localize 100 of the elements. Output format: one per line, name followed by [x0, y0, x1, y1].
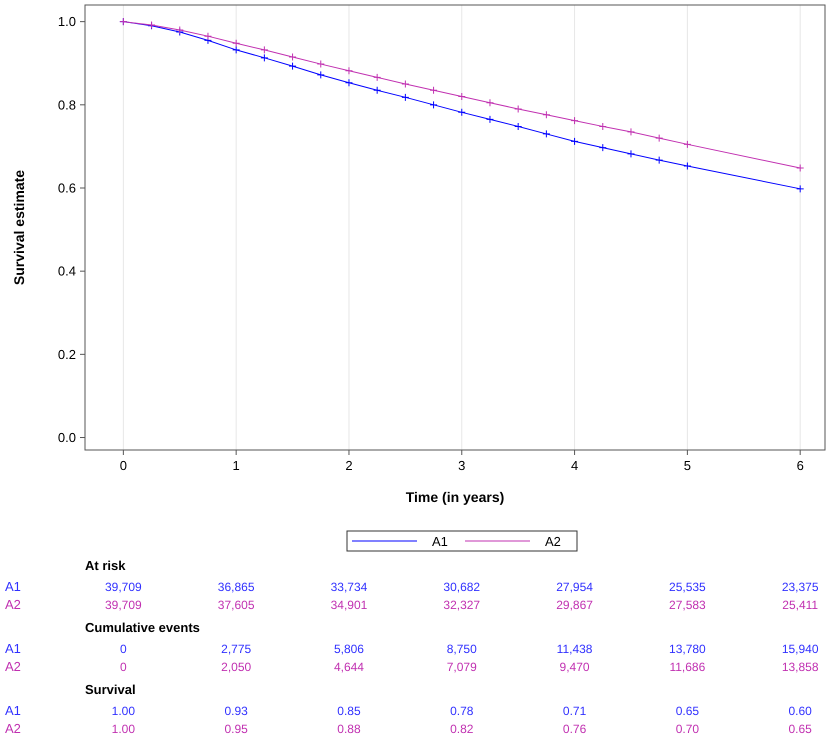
data-label: 36,865 [218, 580, 255, 594]
point [542, 110, 550, 119]
point [626, 150, 635, 158]
point [401, 80, 410, 88]
data-label: 13,858 [782, 660, 819, 674]
point [176, 26, 184, 34]
y-tick-label: A2 [5, 659, 21, 674]
point [316, 60, 325, 68]
data-label: 9,470 [560, 660, 590, 674]
data-label: 15,940 [782, 642, 819, 656]
data-label: 0.60 [788, 704, 812, 718]
point [570, 116, 579, 125]
y-tick-label: 1.0 [58, 14, 76, 30]
data-label: 27,583 [669, 598, 706, 612]
point [486, 98, 494, 107]
data-label: 23,375 [782, 580, 819, 594]
y-tick-label: 0.0 [58, 430, 76, 446]
point [232, 39, 240, 48]
chart-title: Cumulative events [85, 620, 200, 635]
point [626, 128, 635, 136]
point [655, 156, 664, 164]
x-tick-label: 1 [232, 458, 240, 473]
data-label: 7,079 [446, 660, 478, 674]
point [796, 184, 804, 193]
data-label: 39,709 [105, 598, 142, 612]
point [344, 78, 353, 87]
x-axis-title: Time (in years) [406, 489, 504, 505]
y-tick-label: 0.8 [58, 97, 76, 112]
data-label: 0 [120, 660, 128, 674]
data-label: 0.88 [337, 722, 361, 736]
point [373, 86, 382, 94]
point [430, 86, 438, 94]
data-label: 0.71 [562, 704, 587, 718]
data-label: 1.00 [112, 722, 136, 736]
data-label: 34,901 [330, 598, 368, 612]
y-tick-label: A1 [5, 703, 21, 718]
data-label: 4,644 [334, 660, 364, 674]
data-label: 0 [120, 642, 128, 656]
point [486, 115, 494, 124]
data-label: 25,411 [782, 598, 818, 612]
point [458, 92, 466, 100]
data-label: 29,867 [556, 598, 594, 612]
chart-title: Survival [85, 682, 136, 697]
data-label: 0.65 [676, 704, 700, 718]
point [598, 122, 607, 130]
point [542, 130, 550, 138]
data-label: 0.65 [788, 722, 812, 736]
x-tick-label: 3 [458, 458, 466, 473]
x-tick-label: 4 [570, 458, 578, 473]
legend-label: A2 [545, 534, 561, 549]
data-label: 11,438 [556, 642, 593, 656]
x-tick-label: 6 [796, 458, 804, 473]
point [683, 140, 692, 148]
data-label: 33,734 [330, 580, 368, 594]
y-tick-label: 0.4 [58, 264, 76, 279]
y-tick-label: A2 [5, 597, 21, 612]
point [288, 62, 297, 70]
y-tick-label: 0.2 [58, 346, 76, 362]
y-tick-label: 0.6 [58, 180, 76, 196]
point [260, 46, 268, 54]
y-tick-label: A2 [5, 721, 21, 736]
y-axis-title: Survival estimate [11, 170, 27, 286]
point [373, 73, 382, 82]
data-label: 0.93 [224, 704, 248, 718]
point [683, 162, 692, 170]
point [316, 70, 325, 79]
data-label: 8,750 [446, 642, 478, 656]
point [514, 104, 522, 113]
data-label: 1.00 [112, 704, 136, 718]
data-label: 5,806 [334, 642, 364, 656]
data-label: 0.76 [562, 722, 587, 736]
point [796, 164, 804, 172]
point [344, 66, 353, 75]
data-label: 0.82 [450, 722, 474, 736]
y-tick-label: A1 [5, 579, 21, 594]
data-label: 0.78 [450, 704, 474, 718]
data-label: 0.85 [337, 704, 361, 718]
point [232, 46, 240, 54]
chart-title: At risk [85, 558, 126, 573]
point [655, 134, 664, 142]
data-label: 0.70 [676, 722, 700, 736]
point [260, 54, 268, 62]
data-label: 11,686 [669, 660, 706, 674]
point [458, 108, 466, 116]
point [288, 52, 297, 61]
data-label: 37,605 [218, 598, 255, 612]
data-label: 27,954 [556, 580, 594, 594]
data-label: 2,050 [221, 660, 252, 674]
data-label: 30,682 [443, 580, 480, 594]
x-tick-label: 5 [684, 458, 691, 473]
x-tick-label: 0 [120, 458, 127, 473]
data-label: 32,327 [443, 598, 480, 612]
point [401, 93, 410, 102]
x-tick-label: 2 [345, 458, 353, 473]
data-label: 39,709 [105, 580, 142, 594]
point [598, 144, 607, 152]
data-label: 13,780 [669, 642, 706, 656]
point [430, 100, 438, 109]
data-label: 0.95 [224, 722, 248, 736]
y-tick-label: A1 [5, 641, 21, 656]
